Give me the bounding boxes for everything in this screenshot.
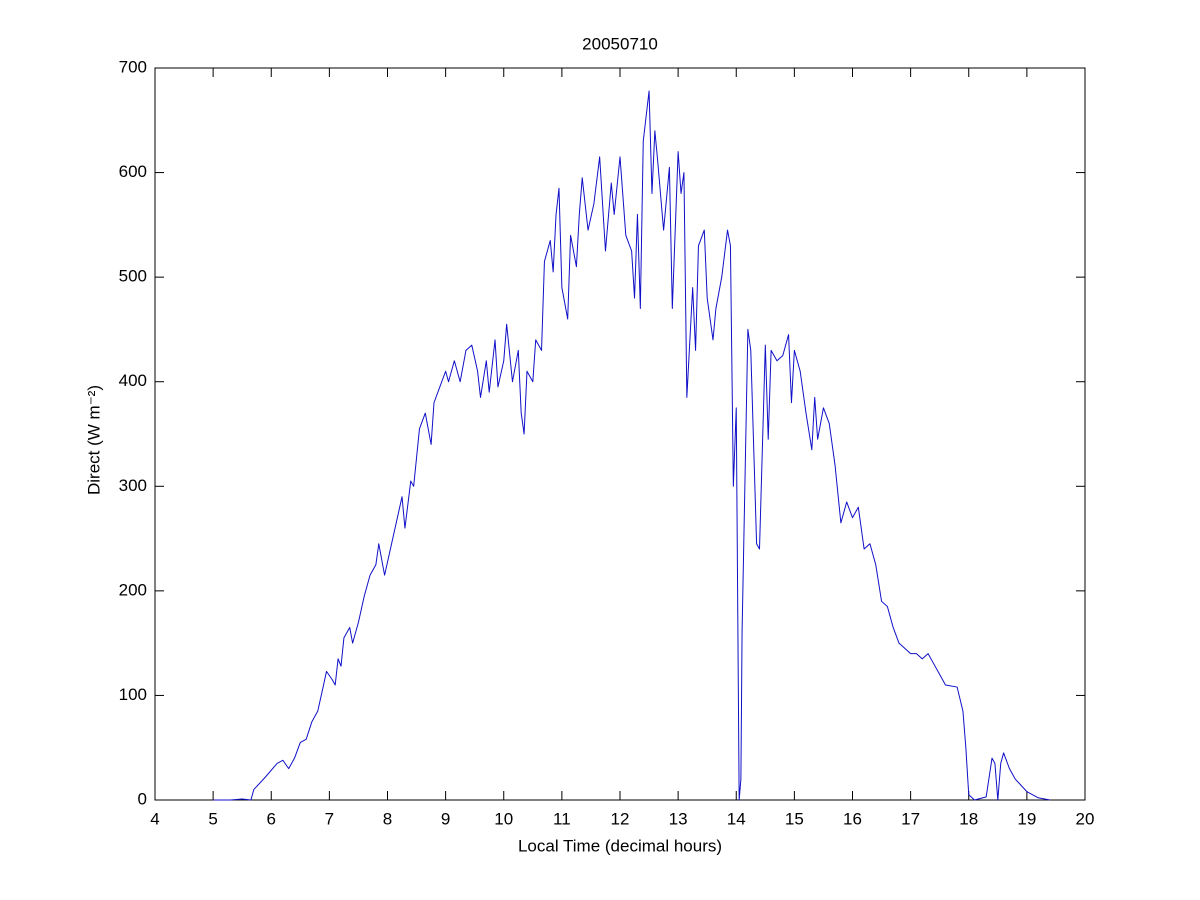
y-tick-label: 500 [119, 267, 147, 286]
x-tick-label: 15 [785, 809, 804, 828]
y-axis-label: Direct (W m⁻²) [84, 385, 103, 495]
y-tick-label: 300 [119, 476, 147, 495]
y-tick-label: 700 [119, 57, 147, 76]
y-tick-label: 100 [119, 685, 147, 704]
x-tick-label: 12 [611, 809, 630, 828]
y-tick-label: 400 [119, 371, 147, 390]
x-axis-label: Local Time (decimal hours) [518, 836, 722, 855]
x-tick-label: 16 [843, 809, 862, 828]
x-tick-label: 14 [727, 809, 746, 828]
x-tick-label: 5 [208, 809, 217, 828]
x-tick-label: 6 [267, 809, 276, 828]
y-tick-label: 600 [119, 162, 147, 181]
chart-title: 20050710 [582, 34, 658, 53]
x-tick-label: 7 [325, 809, 334, 828]
x-tick-label: 19 [1017, 809, 1036, 828]
x-tick-label: 11 [553, 809, 571, 828]
data-line [213, 90, 1051, 801]
x-tick-label: 4 [150, 809, 159, 828]
x-tick-label: 13 [669, 809, 688, 828]
x-tick-label: 8 [383, 809, 392, 828]
x-tick-label: 9 [441, 809, 450, 828]
y-tick-label: 0 [138, 789, 147, 808]
x-tick-label: 17 [901, 809, 920, 828]
x-tick-label: 10 [494, 809, 513, 828]
x-tick-label: 20 [1076, 809, 1095, 828]
x-tick-label: 18 [959, 809, 978, 828]
y-tick-label: 200 [119, 580, 147, 599]
